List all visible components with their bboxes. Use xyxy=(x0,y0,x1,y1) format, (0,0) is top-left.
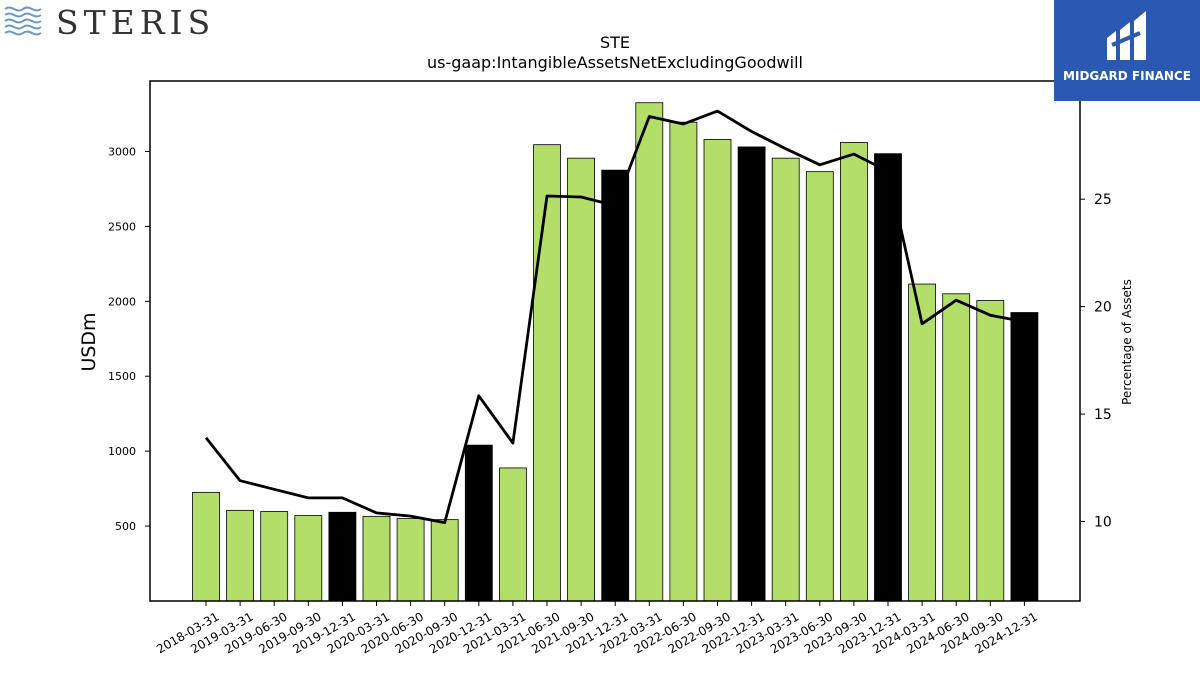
y2-tick-label: 10 xyxy=(1094,514,1112,530)
steris-wave-icon xyxy=(4,6,42,36)
y-tick-label: 1500 xyxy=(108,370,136,383)
bar xyxy=(260,511,289,602)
y-axis-label: USDm xyxy=(78,312,100,371)
bar xyxy=(396,518,425,602)
percentage-line xyxy=(204,109,1025,524)
bar xyxy=(976,300,1005,602)
chart-title: STE xyxy=(600,33,630,52)
bar xyxy=(533,144,561,602)
bar xyxy=(635,102,664,602)
x-axis: 2018-03-312019-03-312019-06-302019-09-30… xyxy=(154,601,1040,656)
bar xyxy=(601,169,630,602)
bar xyxy=(192,491,220,602)
y2-tick-label: 25 xyxy=(1094,192,1112,208)
y2-axis: 10 15 20 25 xyxy=(1080,192,1112,530)
y-tick-label: 500 xyxy=(115,520,136,533)
bar xyxy=(771,157,800,602)
bar xyxy=(942,293,971,602)
line-series xyxy=(204,109,1025,524)
steris-wordmark: STERIS xyxy=(56,2,216,42)
bar xyxy=(805,171,834,602)
y-tick-label: 2000 xyxy=(108,295,136,308)
bar xyxy=(737,146,766,602)
bars xyxy=(192,102,1039,602)
bar xyxy=(669,121,698,602)
y2-tick-label: 20 xyxy=(1094,300,1112,316)
bar xyxy=(1010,312,1039,602)
bar xyxy=(567,157,595,602)
bar xyxy=(430,519,459,602)
midgard-wordmark: MIDGARD FINANCE xyxy=(1063,69,1191,83)
y2-axis-label: Percentage of Assets xyxy=(1120,279,1134,405)
y-axis: 500 1000 1500 2000 2500 3000 xyxy=(108,145,150,533)
y2-tick-label: 15 xyxy=(1094,407,1112,423)
y-tick-label: 1000 xyxy=(108,445,136,458)
bar xyxy=(464,444,493,602)
bar xyxy=(840,142,868,602)
bar xyxy=(703,139,732,602)
midgard-logo: MIDGARD FINANCE xyxy=(1054,0,1200,101)
steris-logo: STERIS xyxy=(4,2,215,42)
y-tick-label: 2500 xyxy=(108,220,136,233)
bar xyxy=(498,467,527,602)
chart-subtitle: us-gaap:IntangibleAssetsNetExcludingGood… xyxy=(427,53,803,72)
y-tick-label: 3000 xyxy=(108,145,136,158)
bar xyxy=(328,511,357,602)
bar xyxy=(226,509,255,602)
bar xyxy=(362,515,391,602)
bar xyxy=(294,515,323,602)
midgard-emblem-icon xyxy=(1107,11,1146,60)
bar xyxy=(908,283,936,602)
bar xyxy=(874,153,902,602)
